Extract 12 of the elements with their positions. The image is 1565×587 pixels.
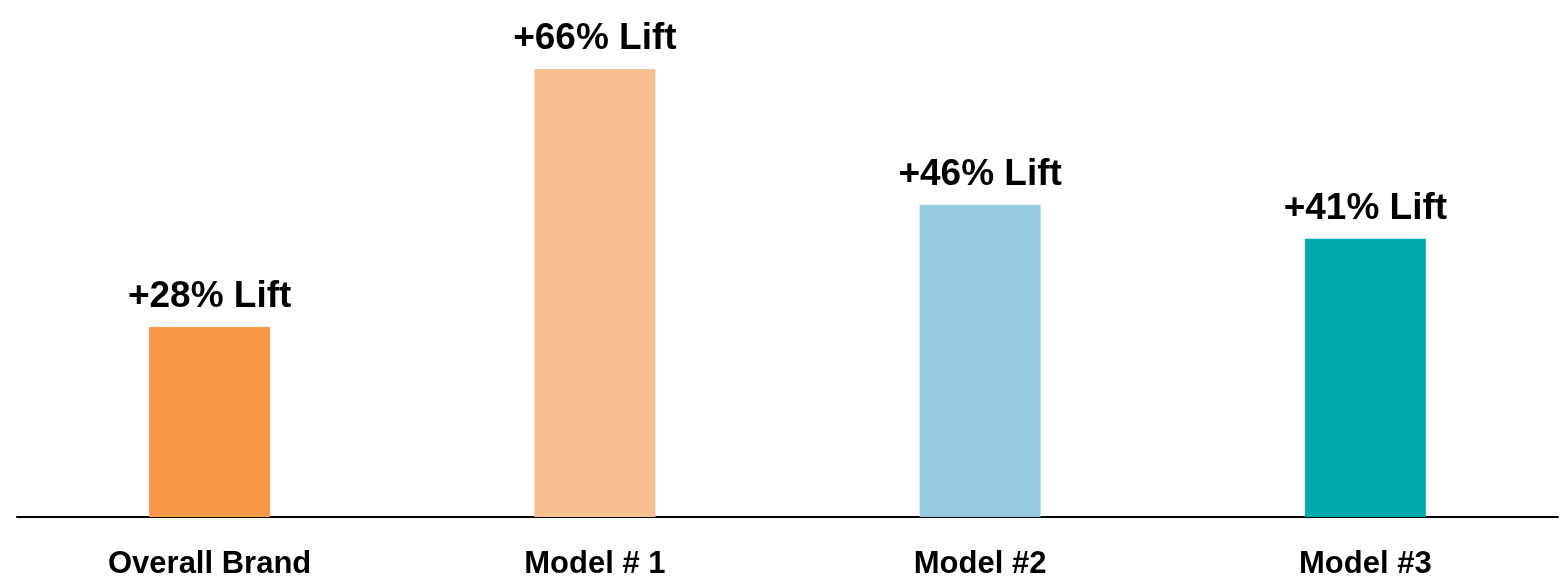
data-label: +66% Lift [513,16,677,57]
bar [919,204,1041,517]
bar [534,69,656,517]
x-tick-label: Model #2 [913,545,1047,580]
data-label: +41% Lift [1283,185,1448,227]
x-tick-label: Overall Brand [107,545,312,580]
data-label: +28% Lift [127,273,292,315]
x-tick-label: Model #3 [1299,545,1432,580]
data-label: +46% Lift [898,151,1062,193]
bar [1304,238,1426,517]
bar [149,326,271,517]
x-tick-label: Model # 1 [524,545,666,580]
